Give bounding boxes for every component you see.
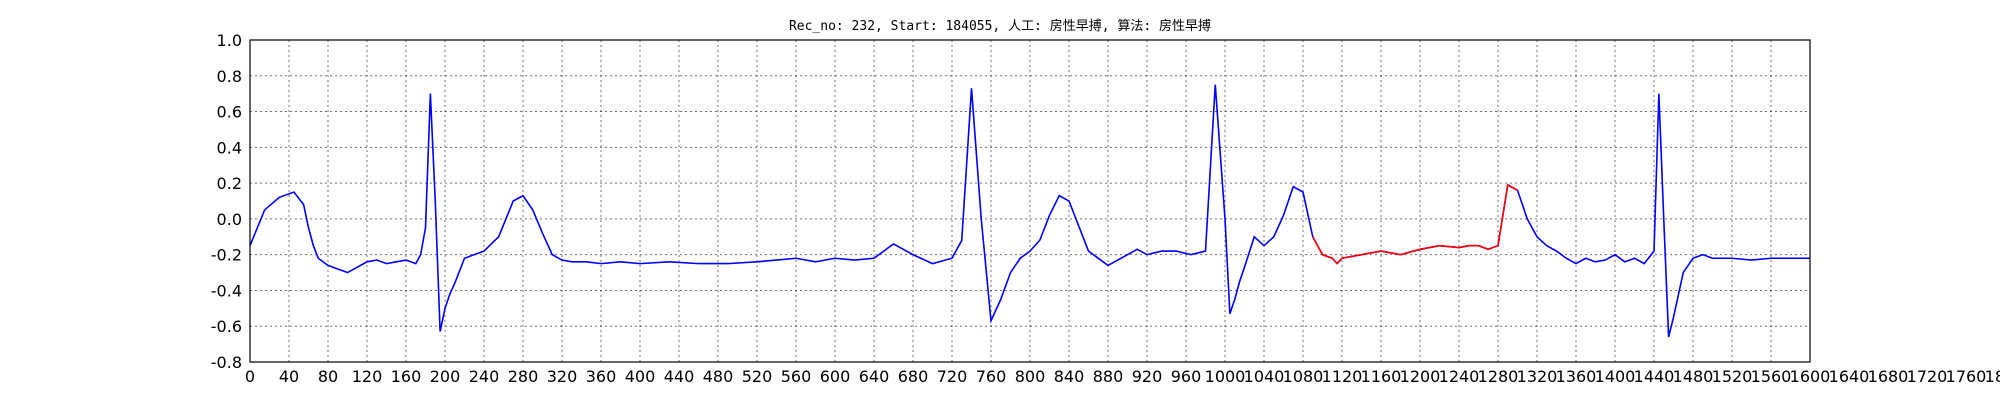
y-tick-label: -0.8	[211, 353, 242, 372]
plot-frame	[249, 39, 1811, 363]
x-tick-label: 160	[391, 367, 422, 386]
chart-title: Rec_no: 232, Start: 184055, 人工: 房性早搏, 算法…	[789, 18, 1211, 34]
y-tick-label: 0.8	[217, 67, 242, 86]
x-tick-label: 920	[1132, 367, 1163, 386]
ecg-series-line	[249, 84, 1810, 338]
x-tick-label: 400	[625, 367, 656, 386]
x-tick-label: 240	[469, 367, 500, 386]
x-tick-label: 880	[1093, 367, 1124, 386]
ecg-highlighted-beat	[1312, 183, 1518, 265]
y-tick-label: 0.2	[217, 174, 242, 193]
x-tick-label: 1240	[1439, 367, 1480, 386]
x-tick-label: 1520	[1712, 367, 1753, 386]
x-tick-label: 360	[586, 367, 617, 386]
x-tick-label: 1160	[1361, 367, 1402, 386]
x-tick-label: 960	[1171, 367, 1202, 386]
x-tick-label: 1760	[1946, 367, 1987, 386]
x-tick-label: 640	[859, 367, 890, 386]
x-tick-label: 1800	[1985, 367, 2000, 386]
y-tick-label: -0.6	[211, 317, 242, 336]
x-tick-label: 1680	[1868, 367, 1909, 386]
x-tick-label: 1280	[1478, 367, 1519, 386]
y-tick-labels: 1.0 0.8 0.6 0.4 0.2 0.0 -0.2 -0.4 -0.6 -0.8	[211, 31, 242, 372]
x-tick-label: 1440	[1634, 367, 1675, 386]
x-tick-label: 320	[547, 367, 578, 386]
x-tick-label: 1480	[1673, 367, 1714, 386]
y-tick-label: 1.0	[217, 31, 242, 50]
series-layer	[249, 84, 1810, 338]
x-tick-label: 520	[742, 367, 773, 386]
x-tick-label: 720	[937, 367, 968, 386]
grid-layer	[250, 40, 1810, 362]
x-tick-label: 1360	[1556, 367, 1597, 386]
y-tick-label: 0.4	[217, 138, 242, 157]
x-tick-label: 1200	[1400, 367, 1441, 386]
x-tick-label: 600	[820, 367, 851, 386]
y-tick-label: 0.6	[217, 103, 242, 122]
x-tick-label: 1720	[1907, 367, 1948, 386]
x-tick-label: 1400	[1595, 367, 1636, 386]
x-tick-label: 200	[430, 367, 461, 386]
x-tick-label: 840	[1054, 367, 1085, 386]
x-tick-label: 680	[898, 367, 929, 386]
x-tick-label: 280	[508, 367, 539, 386]
x-tick-label: 1040	[1244, 367, 1285, 386]
x-tick-labels: 0 40 80 120 160 200 240 280 320 360 400 440 480 520 56…	[245, 367, 2000, 386]
x-tick-label: 40	[279, 367, 299, 386]
x-tick-label: 1080	[1283, 367, 1324, 386]
y-tick-label: 0.0	[217, 210, 242, 229]
y-tick-label: -0.4	[211, 281, 242, 300]
x-tick-label: 1640	[1829, 367, 1870, 386]
x-tick-label: 480	[703, 367, 734, 386]
y-tick-label: -0.2	[211, 246, 242, 265]
x-tick-label: 1320	[1517, 367, 1558, 386]
x-tick-label: 80	[318, 367, 338, 386]
x-tick-label: 1600	[1790, 367, 1831, 386]
x-tick-label: 120	[352, 367, 383, 386]
x-tick-label: 1000	[1205, 367, 1246, 386]
x-tick-label: 1120	[1322, 367, 1363, 386]
x-tick-label: 0	[245, 367, 255, 386]
x-tick-label: 440	[664, 367, 695, 386]
x-tick-label: 800	[1015, 367, 1046, 386]
x-tick-label: 1560	[1751, 367, 1792, 386]
x-tick-label: 760	[976, 367, 1007, 386]
x-tick-label: 560	[781, 367, 812, 386]
